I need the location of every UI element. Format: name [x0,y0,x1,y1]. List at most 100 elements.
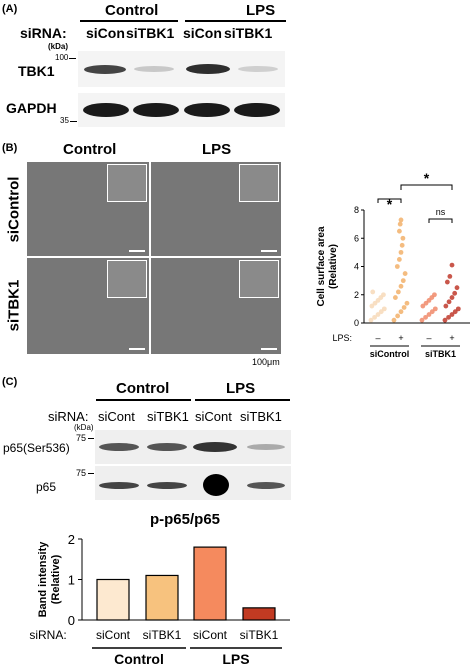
data-point [443,303,449,309]
y-tick-label: 0 [354,318,359,328]
cell-area-chart: 0 2 4 6 8 Cell surface area(Relative) * ns * LPS:… [316,170,470,359]
category-label: siCont [96,628,131,642]
panel-a-lane-2: siTBK1 [126,25,175,41]
y-axis-label: Band intensity(Relative) [37,541,62,618]
gapdh-band [133,103,179,117]
data-point [375,312,381,317]
p-p65-blot [95,430,291,464]
data-point [452,309,458,315]
panel-b-row1-label-wrap: siControl [2,162,26,258]
panel-a-control-line [80,20,178,22]
data-point [372,314,377,320]
lps-label: LPS: [332,333,352,343]
y-tick-label: 8 [354,205,359,215]
p65-band [99,482,139,489]
scale-bar [261,250,277,252]
panel-a-header-control: Control [105,2,159,19]
data-point [398,217,404,223]
y-tick-label: 6 [354,233,359,243]
data-point [423,314,428,320]
panel-b-header-lps: LPS [202,141,232,158]
y-tick-label: 4 [354,262,359,272]
panel-c-row1-label: p65(Ser536) [3,441,70,455]
y-tick-label: 2 [354,290,359,300]
y-axis-label-line: (Relative) [328,244,339,289]
panel-c-row2-label: p65 [36,480,57,494]
data-point [378,309,384,315]
p-p65-band [99,443,139,451]
panel-a-marker-100: 100 [55,53,69,62]
p-p65-band [247,444,285,450]
data-point [397,221,403,227]
data-point [396,257,402,262]
group-label: Control [114,651,164,667]
lps-value: – [426,333,431,343]
y-tick-label: 0 [68,613,75,628]
y-axis-label-line: Band intensity [37,541,49,618]
data-point [394,264,400,269]
data-point [397,228,402,234]
panel-c-lane-1: siCont [98,409,135,424]
panel-a-lane-3: siCon [183,25,222,41]
y-axis-label-line: (Relative) [50,554,62,604]
panel-a-header-lps: LPS [246,2,276,19]
data-point [398,283,404,289]
micrograph-sitbk1-lps [151,258,281,354]
data-point [395,289,401,295]
panel-a-row2-label: GAPDH [6,100,57,116]
data-point [370,289,376,295]
panel-b-row2-label: siTBK1 [5,279,23,332]
group-label: siTBK1 [425,349,456,359]
marker-tick [88,438,94,439]
category-label: siTBK1 [143,628,182,642]
panel-c-marker-75b: 75 [76,468,87,478]
marker-tick [88,473,94,474]
data-point [368,317,374,323]
panel-b-row2-label-wrap: siTBK1 [2,258,26,354]
sig-label: * [424,170,430,186]
bar [145,574,179,621]
data-point [400,235,406,241]
data-point [447,273,453,279]
tbk1-blot [78,51,285,87]
group-label: LPS [222,651,249,667]
data-point [444,279,450,285]
p-p65-band [193,442,237,452]
data-point [442,317,448,323]
panel-b-scale-label: 100μm [252,357,280,367]
data-point [432,306,438,312]
band-intensity-chart: p-p65/p65 0 1 2 Band intensity(Relative) siRN… [29,511,290,667]
micrograph-sicontrol-lps [151,162,281,256]
y-tick-label: 1 [68,573,75,588]
data-point [402,271,408,276]
data-point [404,300,410,306]
sig-bracket [400,184,453,190]
y-axis-label: Cell surface area(Relative) [316,226,339,306]
data-point [452,290,458,296]
data-point [369,303,375,309]
data-point [398,249,404,255]
scale-bar [129,348,145,350]
panel-c-lane-3: siCont [195,409,232,424]
panel-b-label: (B) [2,142,18,154]
data-point [449,262,455,268]
category-label: siCont [193,628,228,642]
scale-bar [129,250,145,252]
panel-c-sirna-label: siRNA: [48,409,89,424]
sig-label: ns [436,207,446,217]
gapdh-blot [78,93,285,127]
panel-a-row1-label: TBK1 [18,63,55,79]
bar [96,578,130,621]
data-point [446,299,452,305]
data-point [455,306,461,312]
panel-c-lps-line [195,399,290,401]
micrograph-inset [107,164,147,202]
data-point [395,313,401,319]
data-point [372,300,378,306]
chart-title: p-p65/p65 [150,511,220,528]
panel-b-row1-label: siControl [5,176,23,243]
tbk1-band [238,66,278,72]
sig-bracket [428,218,453,223]
data-point [449,295,455,300]
category-label: siTBK1 [240,628,279,642]
